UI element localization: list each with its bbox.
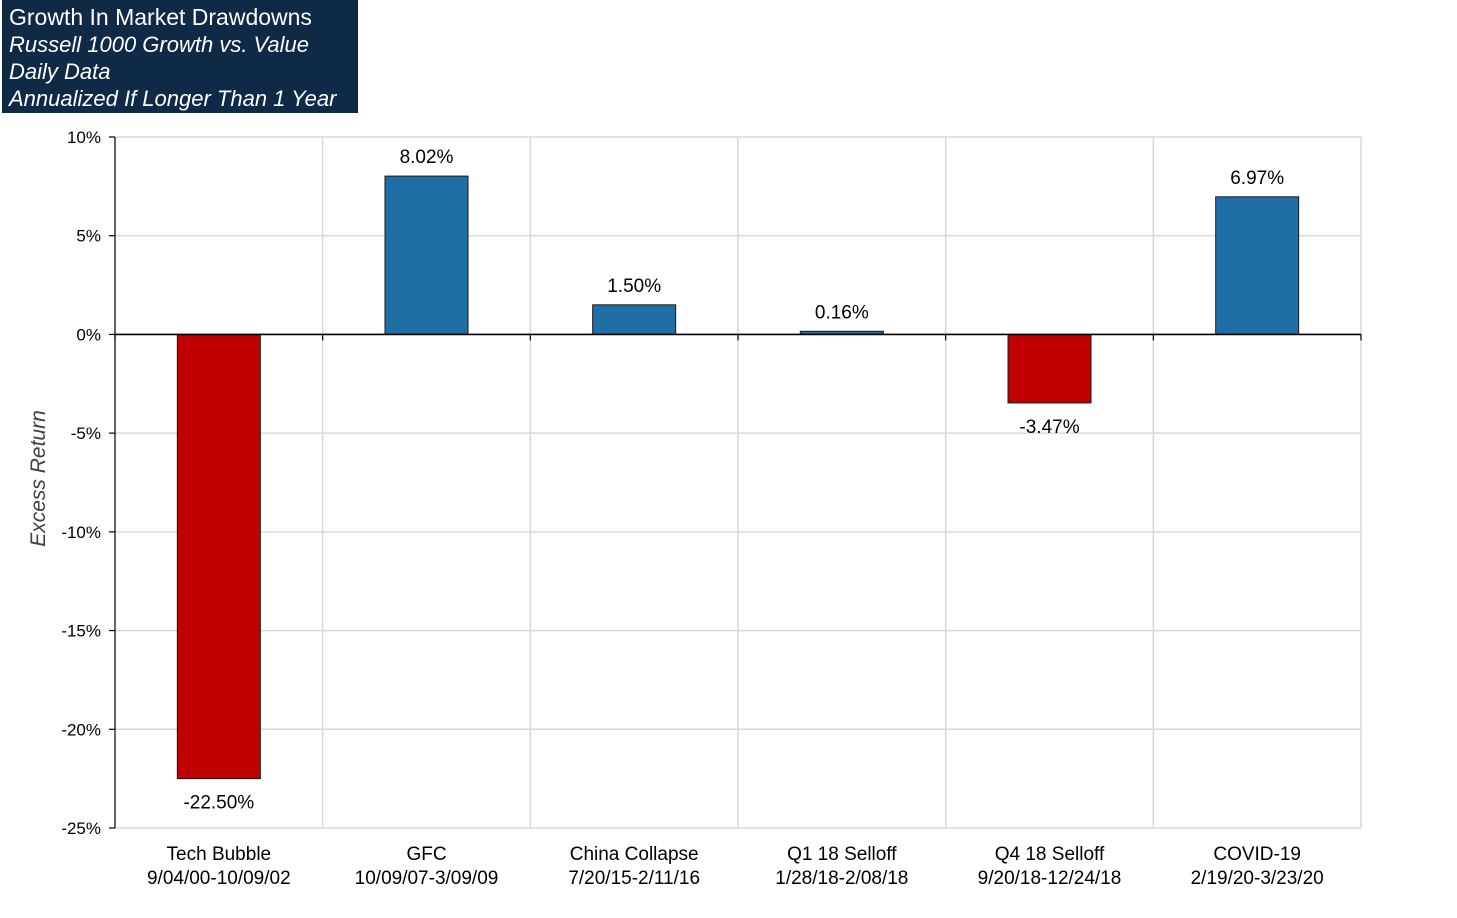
chart-subtitle-3: Annualized If Longer Than 1 Year bbox=[9, 86, 337, 111]
y-tick-label: -5% bbox=[71, 424, 101, 443]
x-category-label: China Collapse bbox=[570, 844, 699, 865]
x-category-label: Q1 18 Selloff bbox=[787, 844, 897, 865]
data-label: -3.47% bbox=[1019, 417, 1079, 438]
x-category-dates: 9/04/00-10/09/02 bbox=[147, 868, 291, 889]
chart-subtitle-1: Russell 1000 Growth vs. Value bbox=[9, 32, 309, 57]
y-tick-label: 0% bbox=[76, 325, 101, 344]
y-tick-label: 10% bbox=[67, 128, 101, 147]
y-tick-label: -15% bbox=[61, 622, 101, 641]
data-label: 8.02% bbox=[400, 147, 454, 168]
grid-layer bbox=[115, 136, 1362, 829]
x-category-dates: 10/09/07-3/09/09 bbox=[355, 868, 499, 889]
bar bbox=[1215, 196, 1300, 335]
y-tick-label: -10% bbox=[61, 523, 101, 542]
data-label: -22.50% bbox=[183, 793, 254, 814]
x-category-label: Tech Bubble bbox=[167, 844, 272, 865]
data-label: 0.16% bbox=[815, 302, 869, 323]
data-label: 6.97% bbox=[1230, 168, 1284, 189]
chart-title: Growth In Market Drawdowns bbox=[9, 4, 312, 30]
x-category-label: GFC bbox=[406, 844, 446, 865]
x-category-dates: 2/19/20-3/23/20 bbox=[1191, 868, 1324, 889]
bar bbox=[1007, 333, 1092, 404]
bar bbox=[592, 304, 677, 335]
chart-title-box: Growth In Market Drawdowns Russell 1000 … bbox=[2, 0, 358, 113]
chart-subtitle-2: Daily Data bbox=[9, 59, 111, 84]
x-category-dates: 7/20/15-2/11/16 bbox=[568, 868, 700, 889]
bar bbox=[176, 333, 261, 780]
text-layer: 10% 5% 0% -5% -10% -15% -20% -25% -22.50% 8.02% 1.… bbox=[27, 128, 1324, 889]
bar-layer bbox=[176, 175, 1300, 780]
y-tick-label: 5% bbox=[76, 227, 101, 246]
y-tick-label: -25% bbox=[61, 819, 101, 838]
x-category-label: Q4 18 Selloff bbox=[995, 844, 1105, 865]
x-category-label: COVID-19 bbox=[1213, 844, 1301, 865]
x-category-dates: 9/20/18-12/24/18 bbox=[978, 868, 1122, 889]
bar bbox=[384, 175, 469, 335]
y-tick-label: -20% bbox=[61, 720, 101, 739]
data-label: 1.50% bbox=[607, 276, 661, 297]
y-axis-title: Excess Return bbox=[27, 410, 50, 547]
x-category-dates: 1/28/18-2/08/18 bbox=[775, 868, 908, 889]
axis-layer bbox=[109, 136, 1362, 829]
